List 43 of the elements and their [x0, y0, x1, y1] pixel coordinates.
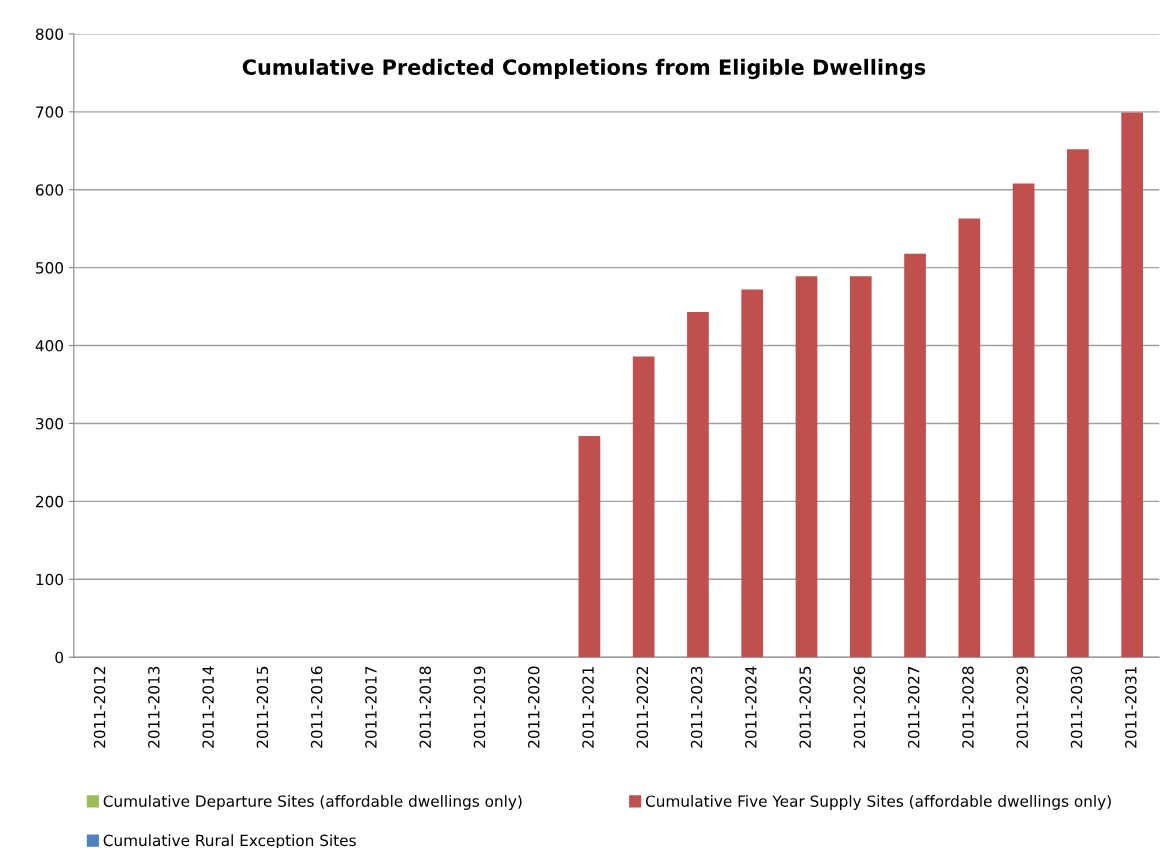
x-tick-label: 2011-2031 — [1125, 666, 1137, 748]
bar — [1067, 149, 1089, 658]
y-tick-label: 0 — [55, 651, 64, 664]
bar — [958, 218, 981, 658]
x-tick-label: 2011-2026 — [853, 666, 866, 748]
x-tick-label: 2011-2012 — [93, 667, 106, 748]
y-tick-label: 600 — [35, 184, 64, 196]
y-tick-label: 400 — [35, 340, 64, 352]
bar — [849, 276, 872, 658]
y-tick-label: 700 — [36, 106, 64, 118]
y-tick-label: 500 — [36, 262, 64, 274]
x-tick-label: 2011-2013 — [148, 666, 160, 748]
x-tick-label: 2011-2021 — [582, 666, 594, 748]
x-tick-label: 2011-2023 — [690, 666, 703, 748]
x-tick-label: 2011-2027 — [907, 666, 920, 748]
x-tick-label: 2011-2017 — [365, 666, 377, 748]
bar — [687, 312, 709, 658]
x-tick-label: 2011-2014 — [202, 666, 214, 748]
legend-label: Cumulative Departure Sites (affordable dwellings only) — [103, 795, 522, 810]
bar — [1012, 183, 1035, 658]
x-tick-label: 2011-2025 — [799, 666, 811, 748]
legend-label: Cumulative Five Year Supply Sites (affordable dwellings only) — [645, 795, 1111, 810]
bar — [632, 356, 655, 658]
bar — [578, 435, 601, 658]
x-tick-label: 2011-2015 — [256, 666, 269, 748]
y-tick-label: 800 — [35, 28, 64, 40]
y-tick-label: 300 — [36, 417, 64, 430]
bar — [795, 276, 818, 658]
x-tick-label: 2011-2018 — [419, 666, 431, 748]
y-tick-label: 200 — [36, 495, 64, 508]
x-tick-label: 2011-2024 — [745, 666, 757, 748]
text: Cumulative Predicted Completions from Eligible Dwellings — [242, 58, 926, 80]
bar — [741, 289, 764, 658]
y-tick-label: 100 — [36, 573, 64, 586]
x-tick-label: 2011-2022 — [636, 667, 649, 748]
x-tick-label: 2011-2020 — [527, 666, 540, 748]
bar — [904, 253, 926, 658]
x-tick-label: 2011-2016 — [310, 666, 323, 748]
x-tick-label: 2011-2029 — [1016, 666, 1029, 748]
x-tick-label: 2011-2019 — [473, 666, 486, 748]
x-tick-label: 2011-2028 — [962, 666, 974, 748]
x-tick-label: 2011-2030 — [1070, 666, 1083, 748]
bar — [1121, 112, 1144, 658]
